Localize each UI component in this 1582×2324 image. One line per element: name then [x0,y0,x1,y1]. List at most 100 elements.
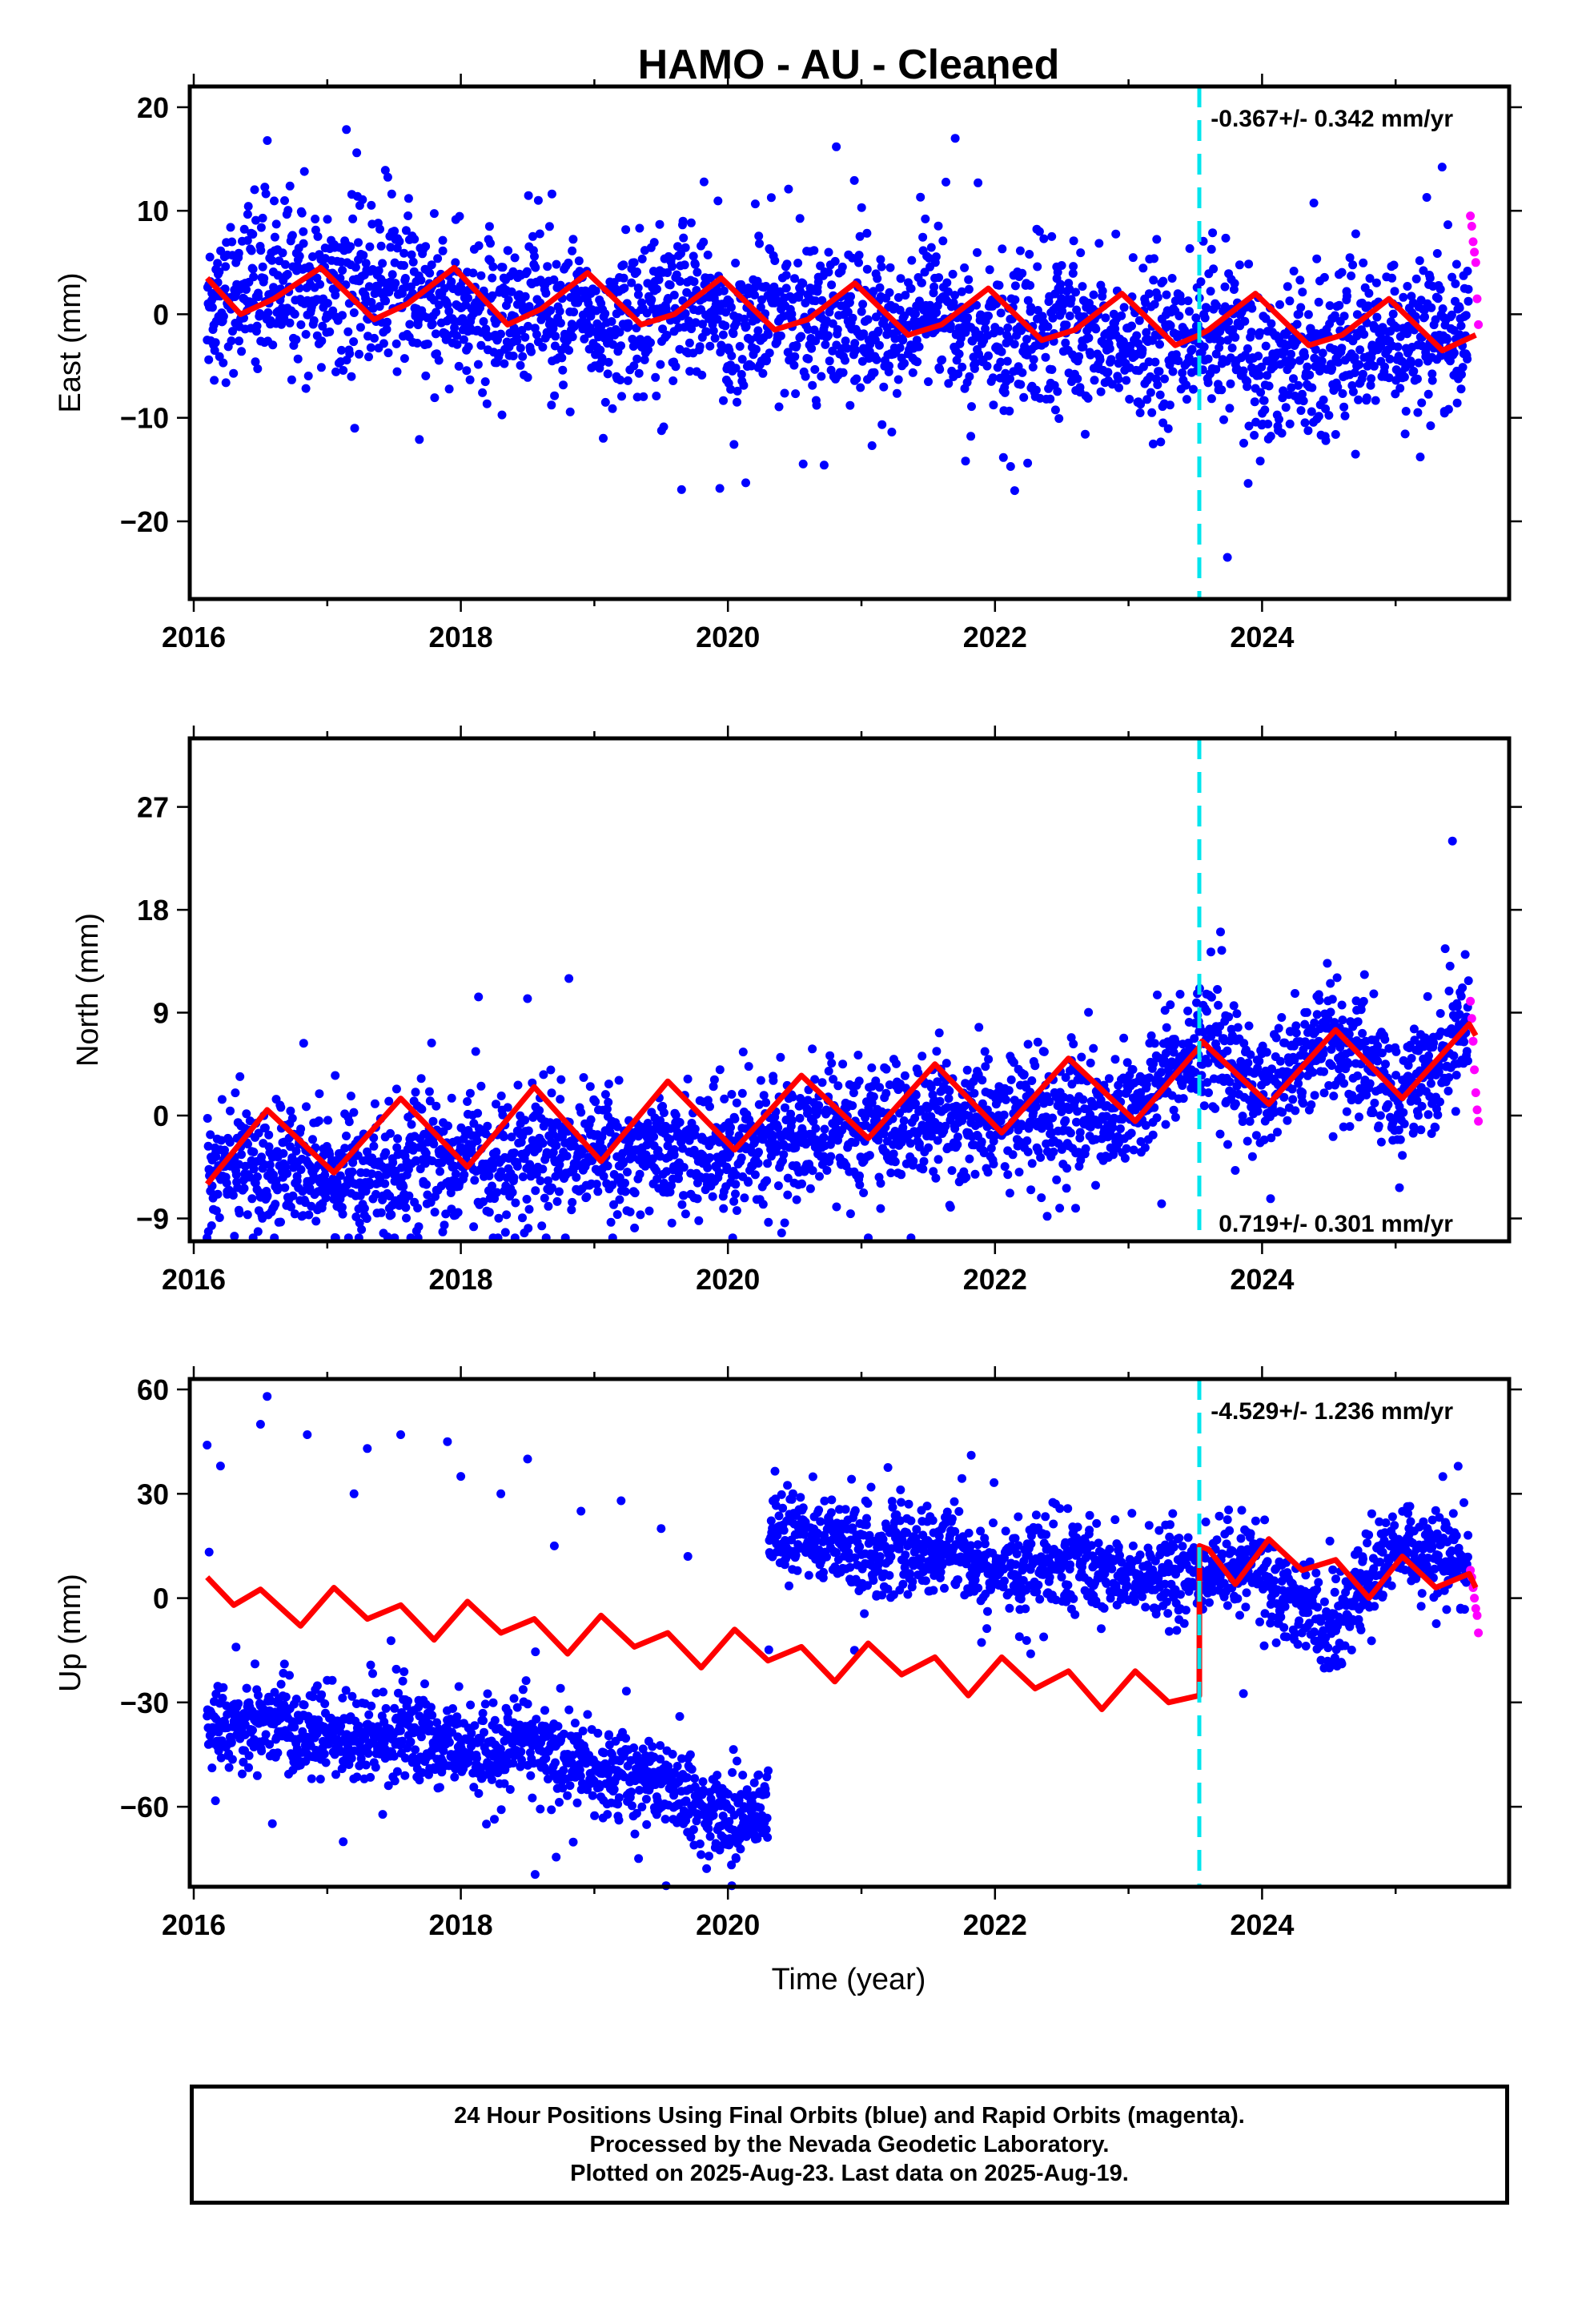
final-orbit-point [582,1192,592,1201]
final-orbit-point [592,1180,601,1189]
final-orbit-point [1023,458,1033,468]
final-orbit-point [783,348,793,357]
final-orbit-point [911,309,920,319]
final-orbit-point [684,316,693,326]
final-orbit-point [1120,1153,1130,1163]
final-orbit-point [569,308,579,317]
final-orbit-point [431,329,440,339]
final-orbit-point [253,1172,262,1181]
final-orbit-point [821,340,830,349]
final-orbit-point [1340,411,1350,420]
final-orbit-point [400,248,409,258]
final-orbit-point [826,1152,836,1161]
final-orbit-point [451,258,460,267]
final-orbit-point [855,1171,864,1180]
final-orbit-point [1211,1104,1220,1113]
final-orbit-point [471,1047,480,1056]
final-orbit-point [1415,256,1424,265]
final-orbit-point [349,308,359,317]
final-orbit-point [1247,304,1257,313]
final-orbit-point [383,172,392,182]
final-orbit-point [314,1116,323,1126]
final-orbit-point [440,1220,449,1230]
final-orbit-point [1318,348,1327,358]
final-orbit-point [874,340,884,350]
final-orbit-point [402,1213,411,1223]
final-orbit-point [311,1216,321,1226]
final-orbit-point [207,303,217,312]
final-orbit-point [381,296,391,306]
final-orbit-point [827,280,837,290]
final-orbit-point [1390,287,1399,296]
final-orbit-point [280,259,290,269]
final-orbit-point [600,397,610,407]
final-orbit-point [551,332,560,341]
final-orbit-point [739,380,749,390]
final-orbit-point [994,280,1004,290]
final-orbit-point [921,214,930,223]
final-orbit-point [747,361,756,371]
final-orbit-point [554,1187,564,1196]
final-orbit-point [1327,364,1337,373]
final-orbit-point [770,256,780,265]
final-orbit-point [869,287,878,296]
final-orbit-point [1305,370,1315,380]
final-orbit-point [217,1095,227,1104]
final-orbit-point [1149,275,1158,285]
final-orbit-point [892,1059,901,1068]
final-orbit-point [615,1195,624,1204]
final-orbit-point [916,192,926,202]
final-orbit-point [1084,333,1094,343]
final-orbit-point [960,263,970,272]
final-orbit-point [524,1126,533,1136]
final-orbit-point [661,304,671,314]
final-orbit-point [679,233,689,243]
final-orbit-point [447,1093,456,1103]
final-orbit-point [1266,432,1275,441]
final-orbit-point [1327,995,1337,1004]
final-orbit-point [550,391,560,400]
final-orbit-point [931,1173,941,1183]
final-orbit-point [798,279,808,288]
final-orbit-point [946,1203,955,1212]
final-orbit-point [1275,415,1283,424]
final-orbit-point [853,1051,863,1059]
final-orbit-point [1150,1039,1159,1048]
final-orbit-point [1427,303,1436,312]
final-orbit-point [633,290,643,300]
final-orbit-point [832,1202,841,1212]
final-orbit-point [634,368,644,378]
final-orbit-point [669,1150,679,1160]
final-orbit-point [812,400,821,410]
final-orbit-point [508,352,518,360]
final-orbit-point [210,346,219,356]
final-orbit-point [395,237,404,246]
final-orbit-point [381,1148,391,1157]
final-orbit-point [535,1106,544,1116]
final-orbit-point [1443,404,1453,414]
final-orbit-point [1255,456,1265,466]
final-orbit-point [655,219,665,229]
final-orbit-point [738,1047,748,1057]
final-orbit-point [635,223,644,233]
final-orbit-point [810,364,820,374]
final-orbit-point [1078,282,1087,292]
final-orbit-point [572,1172,581,1182]
final-orbit-point [695,342,705,352]
final-orbit-point [556,1075,566,1084]
final-orbit-point [386,243,396,252]
final-orbit-point [1025,250,1034,259]
final-orbit-point [1231,1166,1240,1175]
final-orbit-point [1314,297,1323,307]
rapid-orbit-point [1472,294,1482,304]
final-orbit-point [1098,286,1107,296]
final-orbit-point [1208,228,1218,238]
final-orbit-point [484,1208,494,1217]
final-orbit-point [1337,344,1347,353]
final-orbit-point [338,266,347,275]
final-orbit-point [1054,414,1064,424]
final-orbit-point [845,400,855,410]
final-orbit-point [251,357,260,367]
final-orbit-point [296,1124,306,1134]
final-orbit-point [586,1115,596,1124]
